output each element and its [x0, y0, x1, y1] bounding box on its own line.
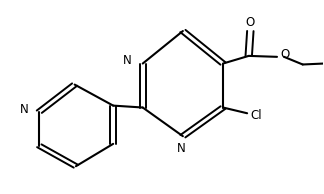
- Text: N: N: [123, 54, 132, 67]
- Text: N: N: [19, 103, 28, 116]
- Text: O: O: [246, 16, 255, 29]
- Text: O: O: [280, 48, 289, 61]
- Text: N: N: [177, 142, 186, 155]
- Text: Cl: Cl: [250, 109, 262, 122]
